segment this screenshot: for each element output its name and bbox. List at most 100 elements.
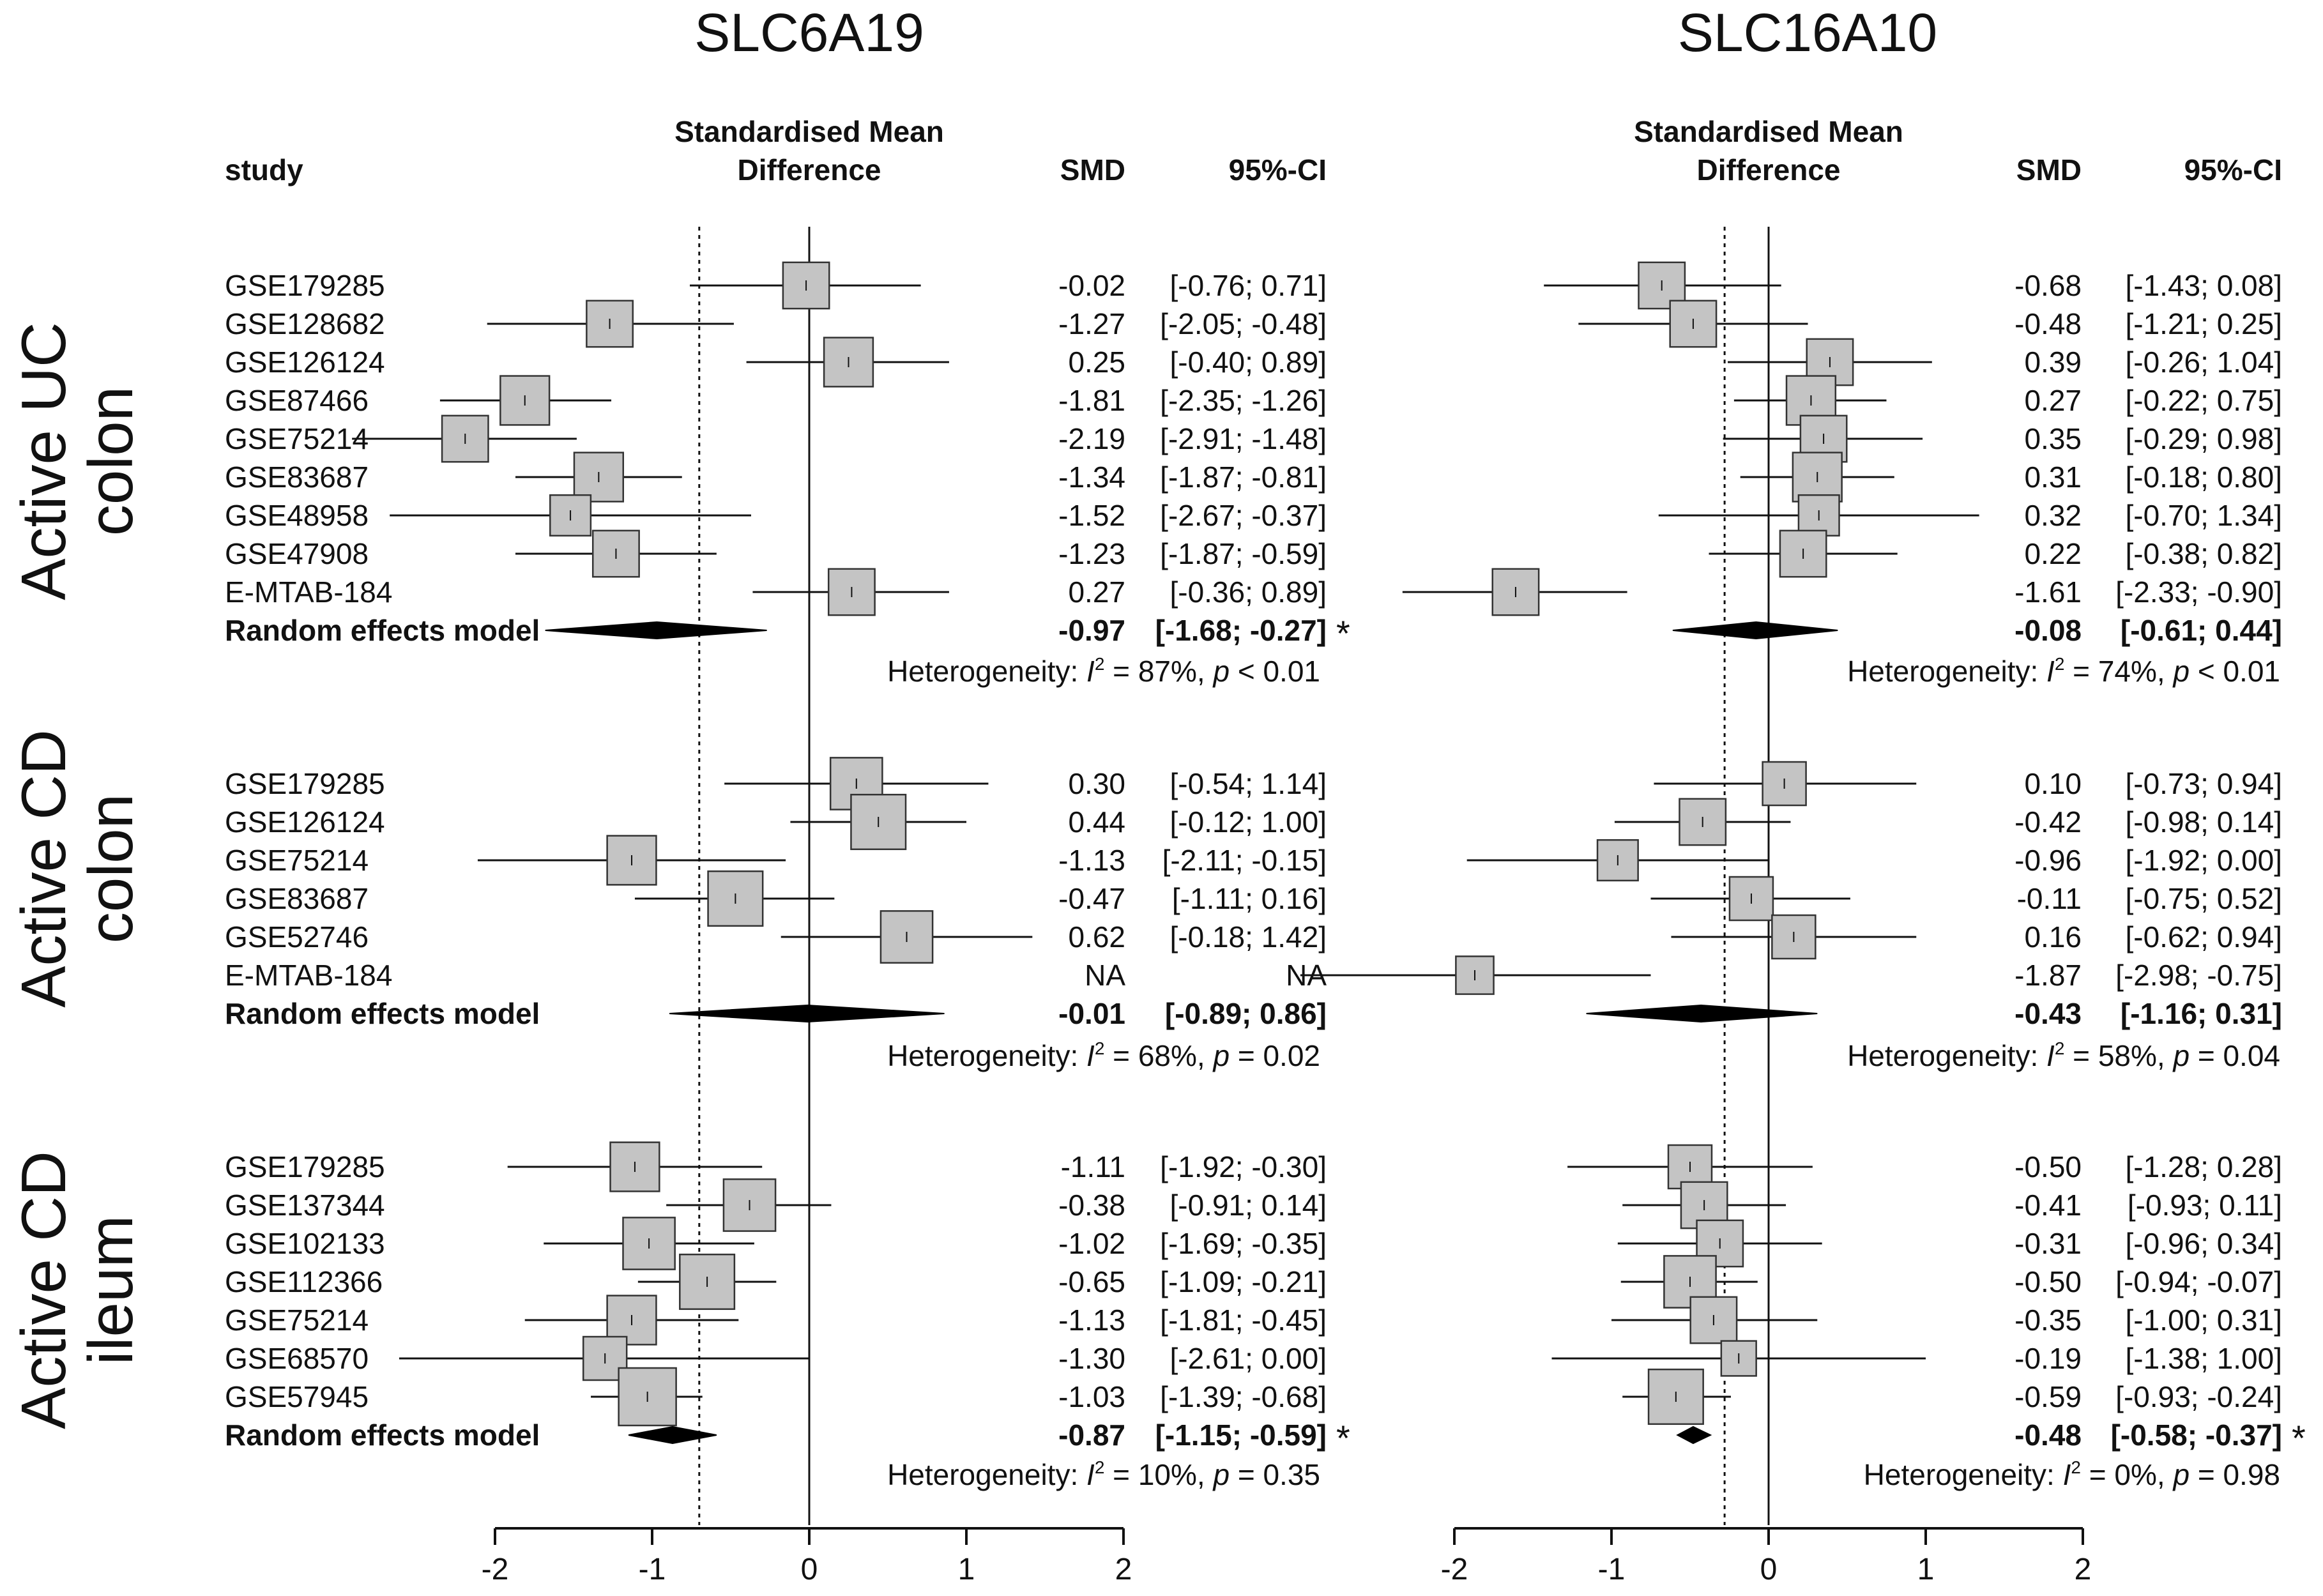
i2-value: = 0%, (2081, 1458, 2173, 1491)
p-symbol: p (1212, 1458, 1230, 1491)
heterogeneity-prefix: Heterogeneity: (887, 1458, 1086, 1491)
study-ci-value: [-0.93; -0.24] (2115, 1380, 2282, 1413)
p-symbol: p (1212, 1039, 1230, 1072)
study-ci-value: [-0.76; 0.71] (1170, 269, 1327, 302)
study-ci-value: [-0.70; 1.34] (2126, 499, 2283, 532)
study-smd-value: 0.31 (2024, 460, 2082, 494)
group-label-line2: colon (75, 794, 146, 943)
header-ci: 95%-CI (2184, 153, 2282, 186)
study-ci-value: [-0.12; 1.00] (1170, 805, 1327, 839)
significance-star: * (1336, 613, 1350, 653)
x-tick-label: -2 (1441, 1553, 1468, 1586)
study-name: GSE137344 (225, 1189, 385, 1222)
study-ci-value: [-0.73; 0.94] (2126, 767, 2283, 800)
study-ci-value: [-2.33; -0.90] (2115, 575, 2282, 609)
study-name: GSE179285 (225, 1150, 385, 1183)
study-smd-value: -0.31 (2015, 1227, 2082, 1260)
heterogeneity-prefix: Heterogeneity: (1864, 1458, 2063, 1491)
study-smd-value: -1.87 (2015, 959, 2082, 992)
model-label: Random effects model (225, 1418, 540, 1452)
x-tick-label: 1 (958, 1553, 975, 1586)
p-symbol: p (2172, 1458, 2190, 1491)
panel-title: SLC6A19 (694, 3, 924, 63)
study-ci-value: [-0.18; 1.42] (1170, 920, 1327, 954)
study-smd-value: -1.23 (1058, 537, 1125, 570)
i2-value: = 10%, (1104, 1458, 1213, 1491)
model-smd-value: -0.48 (2015, 1418, 2082, 1452)
study-smd-value: -0.19 (2015, 1342, 2082, 1375)
study-smd-value: -1.61 (2015, 575, 2082, 609)
i2-value: = 68%, (1104, 1039, 1213, 1072)
study-ci-value: [-0.36; 0.89] (1170, 575, 1327, 609)
study-ci-value: [-0.93; 0.11] (2128, 1189, 2282, 1222)
model-ci-value: [-0.89; 0.86] (1165, 997, 1327, 1030)
i2-superscript: 2 (1095, 1457, 1105, 1477)
header-effect-line1: Standardised Mean (674, 115, 944, 148)
x-tick-label: -1 (1598, 1553, 1626, 1586)
study-smd-value: -1.13 (1058, 844, 1125, 877)
i2-superscript: 2 (1095, 1038, 1105, 1058)
study-name: GSE87466 (225, 384, 369, 417)
study-smd-value: -0.50 (2015, 1265, 2082, 1298)
study-ci-value: [-0.94; -0.07] (2115, 1265, 2282, 1298)
header-study: study (225, 153, 303, 186)
model-smd-value: -0.43 (2015, 997, 2082, 1030)
study-name: GSE47908 (225, 537, 369, 570)
i2-superscript: 2 (2055, 1038, 2065, 1058)
i2-symbol: I (1086, 655, 1095, 688)
study-name: GSE112366 (225, 1265, 383, 1298)
study-name: GSE75214 (225, 422, 369, 455)
study-smd-value: -1.30 (1058, 1342, 1125, 1375)
study-name: GSE179285 (225, 767, 385, 800)
p-value: < 0.01 (2190, 655, 2280, 688)
study-name: GSE52746 (225, 920, 369, 954)
study-smd-value: 0.44 (1068, 805, 1125, 839)
study-smd-value: -0.41 (2015, 1189, 2082, 1222)
study-ci-value: [-0.26; 1.04] (2126, 346, 2283, 379)
model-smd-value: -0.01 (1058, 997, 1125, 1030)
study-ci-value: [-1.39; -0.68] (1160, 1380, 1327, 1413)
study-smd-value: -0.02 (1058, 269, 1125, 302)
header-effect-line1: Standardised Mean (1634, 115, 1903, 148)
model-ci-value: [-1.68; -0.27] (1155, 614, 1327, 647)
model-ci-value: [-1.16; 0.31] (2121, 997, 2282, 1030)
study-ci-value: [-1.87; -0.59] (1160, 537, 1327, 570)
group-label-line2: ileum (75, 1215, 146, 1365)
group-label-line2: colon (75, 386, 146, 536)
study-name: GSE57945 (225, 1380, 369, 1413)
study-smd-value: NA (1085, 959, 1125, 992)
study-name: E-MTAB-184 (225, 959, 392, 992)
study-name: GSE75214 (225, 1303, 369, 1337)
study-smd-value: -0.11 (2017, 882, 2082, 915)
model-smd-value: -0.87 (1058, 1418, 1125, 1452)
header-smd: SMD (1060, 153, 1125, 186)
study-ci-value: [-1.81; -0.45] (1160, 1303, 1327, 1337)
study-smd-value: 0.16 (2024, 920, 2082, 954)
study-ci-value: [-1.43; 0.08] (2126, 269, 2283, 302)
x-tick-label: 0 (1760, 1553, 1778, 1586)
study-smd-value: -1.02 (1058, 1227, 1125, 1260)
group-label-line1: Active CD (8, 1151, 79, 1429)
study-name: GSE128682 (225, 307, 385, 340)
header-effect-line2: Difference (738, 153, 881, 186)
study-smd-value: 0.25 (1068, 346, 1125, 379)
x-tick-label: -2 (482, 1553, 509, 1586)
study-ci-value: [-2.67; -0.37] (1160, 499, 1327, 532)
study-ci-value: [-0.29; 0.98] (2126, 422, 2283, 455)
study-ci-value: [-2.98; -0.75] (2115, 959, 2282, 992)
study-name: GSE83687 (225, 460, 369, 494)
study-ci-value: [-1.92; 0.00] (2126, 844, 2283, 877)
study-smd-value: -0.38 (1058, 1189, 1125, 1222)
study-smd-value: -0.68 (2015, 269, 2082, 302)
model-smd-value: -0.97 (1058, 614, 1125, 647)
study-smd-value: 0.39 (2024, 346, 2082, 379)
study-ci-value: [-0.62; 0.94] (2126, 920, 2283, 954)
study-name: GSE68570 (225, 1342, 369, 1375)
p-symbol: p (2172, 655, 2190, 688)
i2-superscript: 2 (2055, 654, 2065, 674)
i2-symbol: I (2046, 1039, 2055, 1072)
group-label-line1: Active UC (8, 322, 79, 600)
study-ci-value: [-1.38; 1.00] (2126, 1342, 2283, 1375)
study-ci-value: [-0.96; 0.34] (2126, 1227, 2283, 1260)
model-label: Random effects model (225, 614, 540, 647)
